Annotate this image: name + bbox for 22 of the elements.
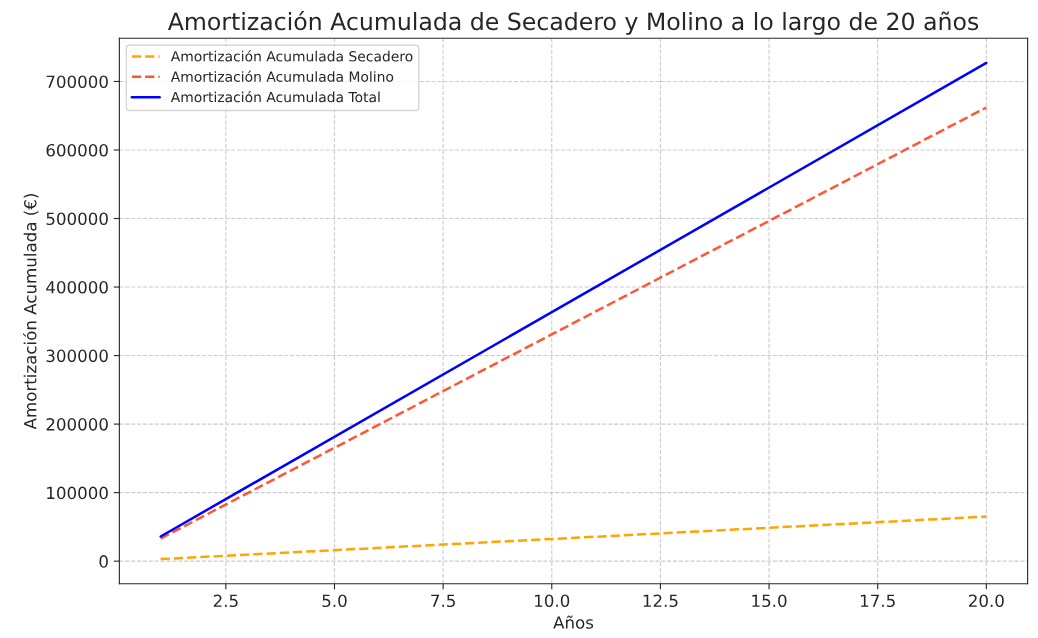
- x-tick-label: 15.0: [752, 594, 787, 608]
- x-tick-label: 12.5: [643, 594, 678, 608]
- y-tick-label: 0: [99, 555, 108, 568]
- y-tick-label: 200000: [46, 418, 108, 431]
- x-tick-label: 17.5: [860, 594, 895, 608]
- legend-label: Amortización Acumulada Secadero: [170, 50, 413, 62]
- x-axis-title: Años: [553, 615, 594, 629]
- legend-label: Amortización Acumulada Molino: [170, 70, 394, 82]
- y-tick-label: 100000: [47, 486, 108, 500]
- x-tick-label: 2.5: [213, 594, 238, 608]
- chart-title: Amortización Acumulada de Secadero y Molino a lo largo de 20 años: [167, 11, 979, 35]
- y-tick-label: 700000: [46, 75, 108, 89]
- y-tick-label: 300000: [46, 349, 108, 363]
- x-tick-label: 5.0: [322, 594, 347, 608]
- y-axis-title: Amortización Acumulada (€): [22, 194, 39, 430]
- x-tick-label: 7.5: [431, 594, 455, 608]
- legend-label: Amortización Acumulada Total: [170, 91, 380, 103]
- x-tick-label: 20.0: [969, 594, 1004, 608]
- y-tick-label: 600000: [46, 143, 108, 157]
- x-tick-label: 10.0: [535, 594, 570, 608]
- y-tick-label: 400000: [46, 281, 108, 294]
- y-tick-label: 500000: [46, 212, 108, 226]
